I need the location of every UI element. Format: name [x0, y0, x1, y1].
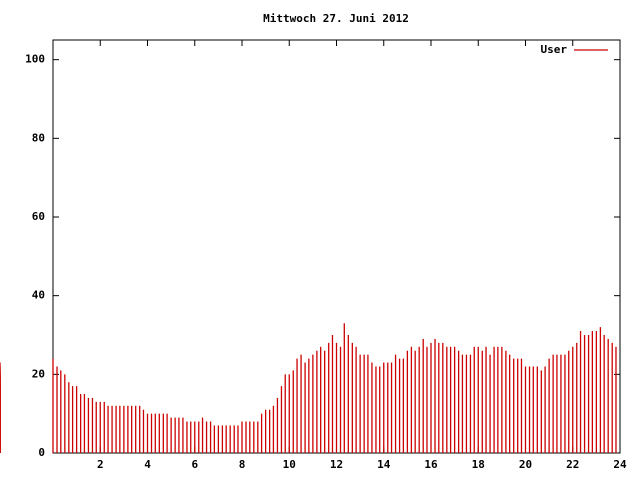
- x-tick-label: 12: [330, 458, 343, 471]
- x-tick-label: 6: [191, 458, 198, 471]
- x-tick-label: 18: [472, 458, 485, 471]
- y-tick-label: 80: [32, 131, 45, 144]
- x-tick-label: 24: [613, 458, 627, 471]
- chart-title: Mittwoch 27. Juni 2012: [263, 12, 409, 25]
- x-tick-label: 8: [239, 458, 246, 471]
- x-tick-label: 22: [566, 458, 579, 471]
- x-tick-label: 14: [377, 458, 391, 471]
- y-tick-label: 60: [32, 210, 45, 223]
- x-tick-label: 20: [519, 458, 532, 471]
- y-tick-label: 100: [25, 53, 45, 66]
- legend-label: User: [541, 43, 568, 56]
- y-tick-label: 20: [32, 367, 45, 380]
- y-tick-label: 0: [38, 446, 45, 459]
- x-tick-label: 16: [424, 458, 438, 471]
- y-tick-label: 40: [32, 289, 45, 302]
- x-tick-label: 2: [97, 458, 104, 471]
- x-tick-label: 10: [283, 458, 296, 471]
- x-tick-label: 4: [144, 458, 151, 471]
